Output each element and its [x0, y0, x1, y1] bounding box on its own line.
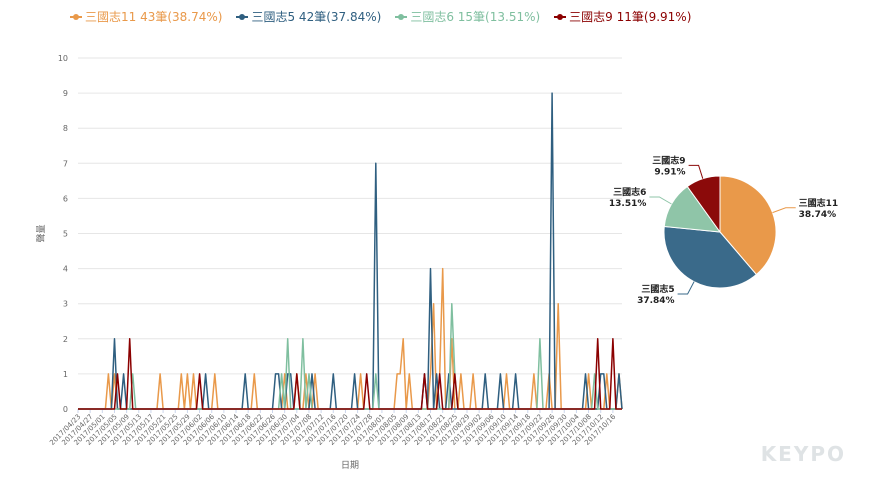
series-line	[78, 338, 622, 410]
pie-connector	[688, 164, 704, 179]
y-tick-label: 6	[63, 194, 68, 203]
legend-label: 三國志9 11筆(9.91%)	[569, 10, 692, 24]
pie-connector	[772, 207, 796, 214]
legend-marker-icon	[395, 12, 408, 22]
pie-connector	[649, 196, 672, 205]
legend-marker-icon	[554, 12, 567, 22]
legend-label: 三國志5 42筆(37.84%)	[251, 10, 382, 24]
legend-item[interactable]: 三國志9 11筆(9.91%)	[554, 8, 691, 25]
y-tick-label: 8	[63, 124, 68, 133]
legend-item[interactable]: 三國志11 43筆(38.74%)	[70, 8, 222, 25]
legend-label: 三國志11 43筆(38.74%)	[85, 10, 223, 24]
legend-item[interactable]: 三國志6 15筆(13.51%)	[395, 8, 540, 25]
legend-label: 三國志6 15筆(13.51%)	[410, 10, 541, 24]
y-tick-label: 10	[58, 54, 68, 63]
legend-item[interactable]: 三國志5 42筆(37.84%)	[236, 8, 381, 25]
y-tick-label: 7	[63, 159, 68, 168]
legend-marker-icon	[236, 12, 249, 22]
y-tick-label: 5	[63, 230, 68, 239]
y-axis-title: 聲量	[36, 224, 47, 242]
pie-label-percent: 37.84%	[637, 296, 675, 306]
y-tick-label: 4	[63, 265, 68, 274]
x-axis-title: 日期	[341, 460, 359, 471]
pie-label-name: 三國志9	[652, 154, 685, 166]
pie-label-name: 三國志11	[799, 197, 839, 209]
series-line	[78, 302, 622, 410]
pie-label-name: 三國志5	[641, 283, 674, 295]
legend-marker-icon	[70, 12, 82, 22]
chart-legend: 三國志11 43筆(38.74%) 三國志5 42筆(37.84%) 三國志6 15…	[70, 8, 691, 25]
y-tick-label: 2	[63, 335, 68, 344]
pie-label-percent: 38.74%	[799, 210, 837, 220]
pie-connector	[677, 281, 695, 295]
pie-label-percent: 9.91%	[654, 167, 685, 177]
pie-label-percent: 13.51%	[609, 199, 647, 209]
pie-label-name: 三國志6	[613, 186, 646, 198]
y-tick-label: 0	[63, 405, 68, 414]
y-tick-label: 3	[63, 300, 68, 309]
keypo-logo: KEYPO	[760, 442, 846, 466]
pie-slice	[686, 175, 721, 234]
y-tick-label: 9	[63, 89, 68, 98]
y-tick-label: 1	[63, 370, 68, 379]
